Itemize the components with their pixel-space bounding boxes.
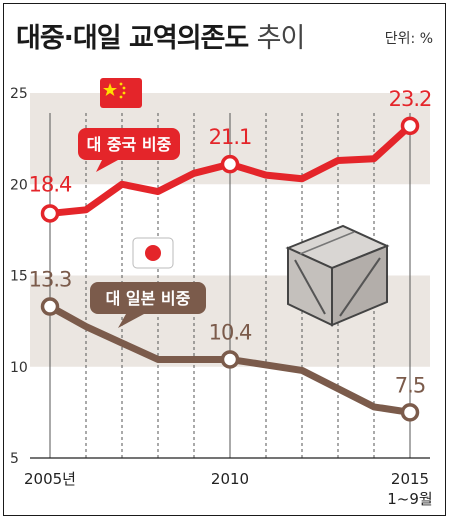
japan-flag-icon [132, 237, 174, 269]
series-callout-tail [96, 160, 118, 172]
crate-icon [285, 224, 390, 327]
data-label: 13.3 [29, 268, 72, 292]
x-tick-label: 2015 [391, 470, 429, 488]
y-tick-label: 25 [10, 86, 28, 102]
data-point-marker [40, 204, 60, 223]
data-label: 7.5 [395, 373, 425, 397]
y-tick-label: 15 [10, 269, 28, 285]
data-point-marker [220, 154, 240, 174]
x-tick-label: 2005년 [24, 470, 76, 488]
data-point-marker [400, 403, 420, 422]
series-name-label: 대 중국 비중 [87, 135, 172, 154]
data-point-marker [400, 116, 420, 136]
y-tick-label: 5 [10, 451, 19, 467]
data-label: 10.4 [209, 320, 252, 344]
data-label: 18.4 [29, 172, 72, 196]
series-name-label: 대 일본 비중 [106, 289, 191, 308]
series-callout-tail [118, 314, 144, 328]
y-tick-label: 10 [10, 360, 28, 376]
series-callout-box [90, 282, 206, 314]
title-sub: 추이 [256, 23, 306, 54]
unit-label: 단위: % [384, 31, 433, 47]
data-point-marker [220, 350, 240, 369]
chart-title: 대중·대일 교역의존도 추이 [16, 16, 306, 55]
y-tick-label: 20 [10, 177, 28, 193]
title-main: 대중·대일 교역의존도 [16, 23, 249, 54]
x-tick-label: 2010 [211, 470, 249, 488]
data-label: 21.1 [209, 125, 252, 149]
x-tick-sublabel: 1~9월 [387, 490, 432, 508]
china-flag-icon [100, 78, 142, 108]
data-label: 23.2 [389, 87, 432, 111]
series-callout-box [78, 128, 180, 160]
data-point-marker [40, 297, 60, 316]
